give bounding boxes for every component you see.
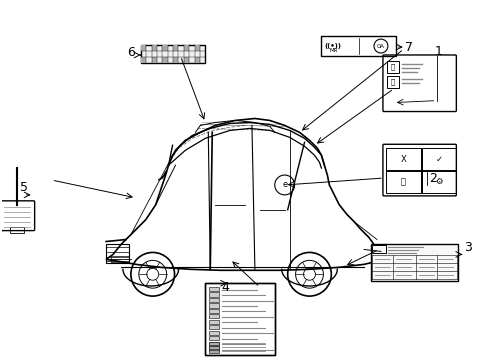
Text: ⚙: ⚙: [435, 177, 443, 186]
Bar: [387, 61, 399, 73]
Bar: [372, 246, 386, 253]
Text: 🔧: 🔧: [401, 177, 406, 186]
Bar: [386, 170, 420, 193]
Bar: [209, 314, 219, 319]
Bar: [205, 283, 275, 355]
Text: 6: 6: [127, 46, 135, 59]
Bar: [209, 287, 219, 291]
Text: ((•)): ((•)): [325, 43, 342, 49]
Bar: [209, 325, 219, 329]
Bar: [141, 57, 146, 63]
Bar: [173, 57, 178, 63]
Bar: [209, 309, 219, 313]
Bar: [386, 148, 420, 171]
Bar: [209, 342, 219, 346]
Text: 1: 1: [435, 45, 442, 58]
Text: MR: MR: [329, 48, 338, 53]
Bar: [184, 45, 189, 51]
Text: ✓: ✓: [436, 155, 442, 164]
Bar: [141, 45, 205, 63]
Bar: [10, 227, 24, 233]
Bar: [151, 45, 157, 51]
Bar: [111, 256, 129, 262]
Text: X: X: [400, 155, 406, 164]
Bar: [184, 57, 189, 63]
Bar: [106, 243, 129, 264]
Bar: [371, 243, 458, 281]
Text: 5: 5: [20, 181, 28, 194]
Text: 3: 3: [465, 241, 472, 254]
Bar: [387, 76, 399, 88]
Bar: [162, 45, 168, 51]
Bar: [209, 298, 219, 302]
Bar: [209, 336, 219, 340]
Bar: [209, 292, 219, 297]
Bar: [195, 57, 200, 63]
Bar: [421, 170, 456, 193]
Text: 7: 7: [405, 41, 413, 54]
Bar: [209, 350, 219, 353]
Text: 2: 2: [430, 171, 438, 185]
Text: e: e: [282, 180, 287, 189]
Bar: [209, 330, 219, 335]
Bar: [421, 148, 456, 171]
Bar: [195, 45, 200, 51]
Bar: [162, 57, 168, 63]
Text: OA: OA: [377, 44, 385, 49]
Bar: [209, 346, 219, 349]
Bar: [151, 57, 157, 63]
Text: 🔑: 🔑: [391, 78, 395, 85]
Bar: [209, 303, 219, 307]
Bar: [209, 347, 219, 351]
Bar: [321, 36, 396, 56]
Bar: [209, 320, 219, 324]
Text: 🔒: 🔒: [391, 64, 395, 70]
Text: 4: 4: [221, 281, 229, 294]
Bar: [173, 45, 178, 51]
Bar: [205, 283, 275, 355]
Bar: [209, 342, 219, 345]
Bar: [141, 45, 146, 51]
